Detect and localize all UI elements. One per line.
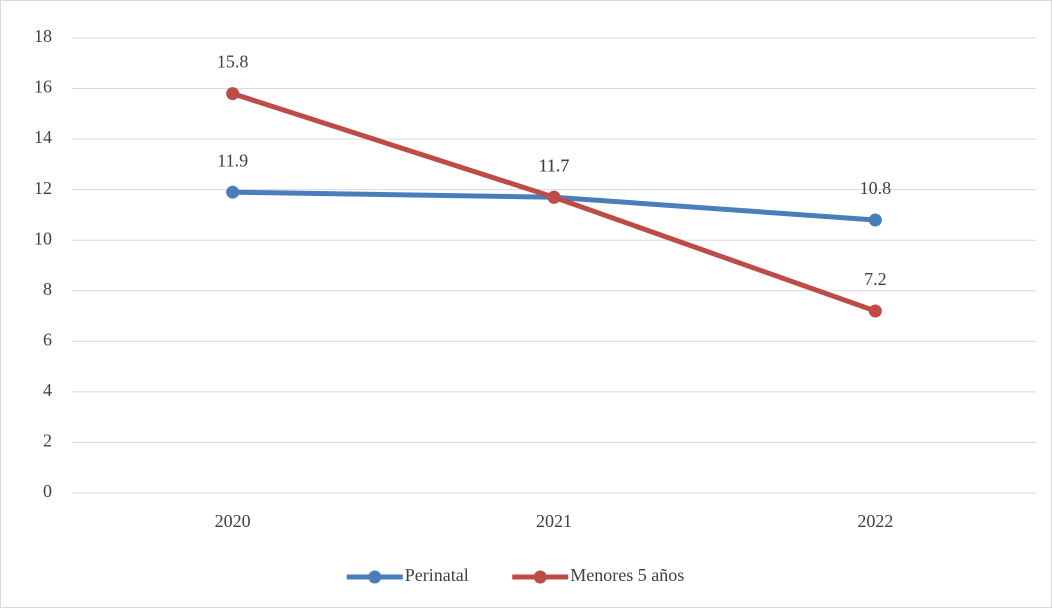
data-label: 11.7 <box>539 155 570 175</box>
y-tick-label: 4 <box>43 380 52 400</box>
data-label: 15.8 <box>217 52 249 72</box>
y-tick-label: 0 <box>43 481 52 501</box>
y-tick-label: 10 <box>34 228 52 248</box>
y-tick-label: 12 <box>34 178 52 198</box>
data-label: 7.2 <box>864 269 887 289</box>
y-tick-label: 2 <box>43 431 52 451</box>
data-label: 10.8 <box>860 178 892 198</box>
y-tick-label: 6 <box>43 329 52 349</box>
legend-marker <box>368 570 382 584</box>
data-point <box>868 304 882 318</box>
data-point <box>226 185 240 199</box>
data-label: 11.7 <box>539 155 570 175</box>
legend-label: Menores 5 años <box>570 565 684 585</box>
x-tick-label: 2021 <box>536 511 572 531</box>
legend-marker <box>533 570 547 584</box>
y-tick-label: 16 <box>34 77 52 97</box>
data-point <box>868 213 882 227</box>
x-tick-label: 2020 <box>215 511 251 531</box>
y-tick-label: 14 <box>34 127 52 147</box>
y-tick-label: 8 <box>43 279 52 299</box>
y-tick-label: 18 <box>34 26 52 46</box>
legend-label: Perinatal <box>405 565 469 585</box>
data-label: 11.9 <box>217 150 248 170</box>
data-point <box>226 87 240 101</box>
data-point <box>547 190 561 204</box>
x-tick-label: 2022 <box>857 511 893 531</box>
